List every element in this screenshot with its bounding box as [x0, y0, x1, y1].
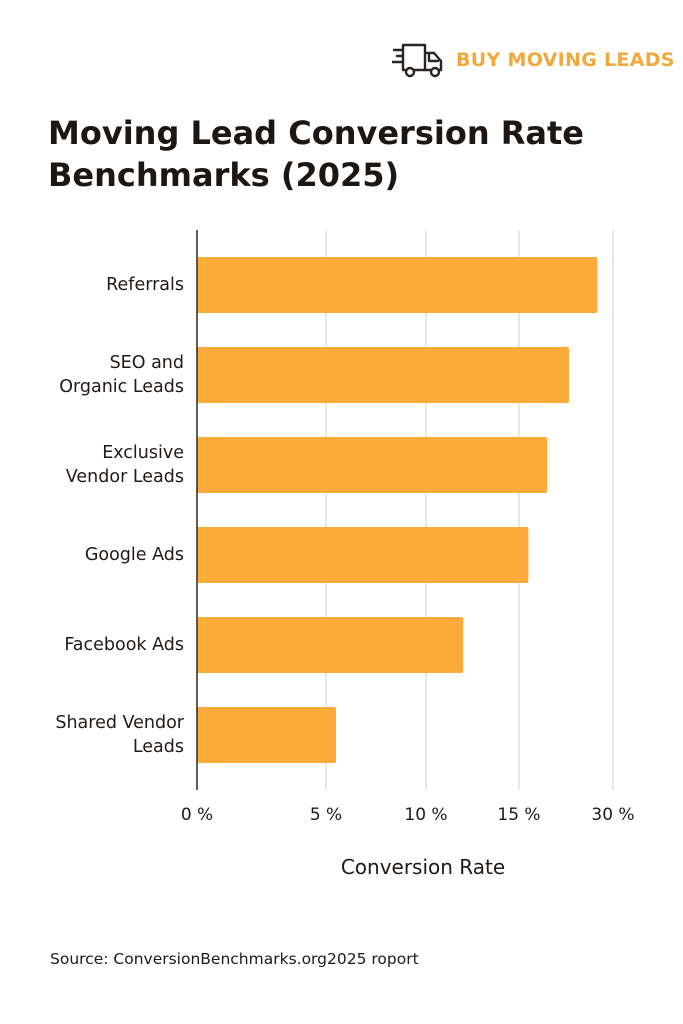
category-label-line: Facebook Ads — [64, 635, 184, 655]
bar — [197, 527, 529, 583]
bar — [197, 707, 336, 763]
category-labels: Referrals SEO and Organic Leads Exclusive Ve… — [55, 275, 184, 757]
bar — [197, 347, 570, 403]
category-label: Shared Vendor Leads — [55, 713, 184, 757]
category-label-line: SEO and — [110, 353, 184, 373]
grid-lines — [325, 230, 614, 790]
source-note: Source: ConversionBenchmarks.org2025 rop… — [50, 950, 419, 968]
category-label-line: Organic Leads — [59, 377, 184, 397]
bar — [197, 437, 548, 493]
bar — [197, 617, 464, 673]
x-tick-label: 10 % — [404, 805, 447, 825]
brand-logo: BUY MOVING LEADS — [392, 40, 675, 80]
moving-truck-icon — [392, 43, 443, 78]
category-label-line: Referrals — [106, 275, 184, 295]
category-label: SEO and Organic Leads — [59, 353, 184, 397]
chart-title: Moving Lead Conversion Rate Benchmarks (… — [48, 114, 584, 194]
category-label-line: Leads — [133, 737, 184, 757]
x-tick-labels: 0 % 5 % 10 % 15 % 30 % — [181, 805, 635, 825]
x-tick-label: 15 % — [497, 805, 540, 825]
category-label: Google Ads — [85, 545, 184, 565]
category-label: Facebook Ads — [64, 635, 184, 655]
x-tick-label: 5 % — [310, 805, 342, 825]
x-tick-label: 30 % — [591, 805, 634, 825]
category-label: Exclusive Vendor Leads — [66, 443, 184, 487]
category-label-line: Shared Vendor — [55, 713, 184, 733]
category-label: Referrals — [106, 275, 184, 295]
category-label-line: Vendor Leads — [66, 467, 184, 487]
x-tick-label: 0 % — [181, 805, 213, 825]
bars — [197, 257, 598, 763]
category-label-line: Exclusive — [102, 443, 184, 463]
brand-name: BUY MOVING LEADS — [456, 49, 675, 71]
x-axis-title: Conversion Rate — [341, 855, 505, 879]
bar — [197, 257, 598, 313]
category-label-line: Google Ads — [85, 545, 184, 565]
